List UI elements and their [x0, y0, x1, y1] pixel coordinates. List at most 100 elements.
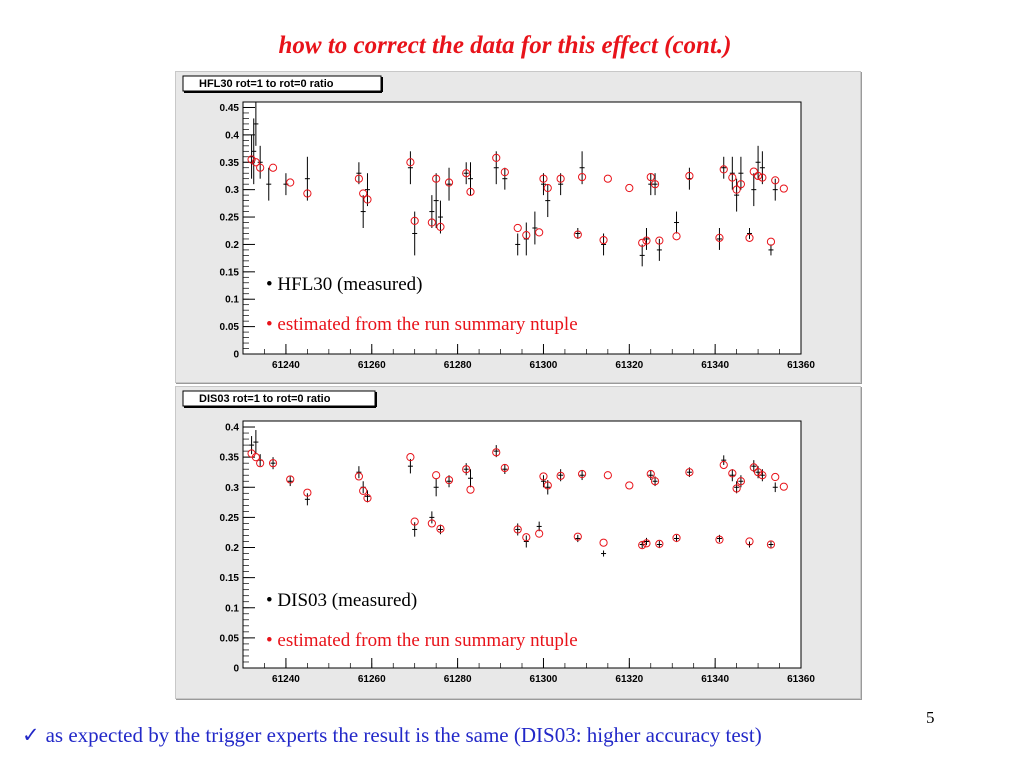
estimated-point: [573, 532, 582, 541]
estimated-point: [556, 174, 565, 183]
estimated-point: [638, 238, 647, 247]
estimated-point: [286, 178, 295, 187]
estimated-point: [406, 158, 415, 167]
estimated-point: [736, 477, 746, 486]
estimated-point: [247, 155, 256, 164]
estimated-point: [655, 539, 664, 548]
y-tick-label: 0.25: [220, 213, 240, 224]
estimated-point: [354, 174, 363, 183]
estimated-point: [522, 231, 531, 240]
estimated-point: [359, 189, 368, 198]
check-icon: ✓: [22, 723, 40, 747]
estimated-point: [543, 183, 552, 193]
estimated-point: [432, 471, 441, 480]
y-tick-label: 0.3: [225, 483, 239, 494]
slide-title: how to correct the data for this effect …: [278, 32, 732, 59]
estimated-point: [655, 236, 664, 245]
estimated-point: [410, 216, 419, 225]
estimated-point: [535, 228, 544, 237]
x-tick-label: 61360: [787, 360, 815, 371]
y-tick-label: 0: [233, 664, 239, 675]
y-tick-label: 0.25: [220, 513, 240, 524]
estimated-point: [650, 477, 660, 486]
estimated-point: [577, 172, 587, 182]
hfl30-chart-panel: HFL30 rot=1 to rot=0 ratio 0 0.05 0.1 0.15 0.…: [175, 71, 861, 383]
estimated-point: [256, 459, 265, 468]
estimated-point: [728, 469, 737, 478]
estimated-point: [539, 472, 548, 481]
estimated-point: [436, 524, 445, 533]
x-tick-label: 61300: [530, 360, 558, 371]
estimated-point: [771, 176, 780, 185]
estimated-point: [766, 540, 776, 549]
chart-title: HFL30 rot=1 to rot=0 ratio: [199, 78, 334, 90]
estimated-point: [513, 525, 522, 534]
estimated-point: [732, 484, 741, 493]
y-tick-label: 0.3: [225, 185, 239, 196]
estimated-point: [462, 465, 471, 474]
estimated-point: [642, 539, 651, 548]
estimated-point: [672, 533, 681, 542]
estimated-point: [303, 189, 312, 198]
estimated-point: [432, 174, 441, 183]
x-tick-label: 61260: [358, 360, 386, 371]
legend-measured: • DIS03 (measured): [266, 590, 417, 611]
estimated-point: [672, 232, 681, 241]
estimated-point: [599, 538, 608, 547]
estimated-point: [642, 236, 651, 245]
estimated-point: [363, 494, 372, 503]
estimated-point: [745, 233, 754, 242]
estimated-point: [436, 222, 445, 232]
estimated-point: [427, 519, 436, 528]
estimated-point: [522, 533, 531, 542]
estimated-point: [539, 174, 548, 183]
y-tick-label: 0.45: [220, 103, 240, 114]
estimated-point: [646, 172, 655, 182]
estimated-point: [779, 482, 788, 491]
y-tick-label: 0.35: [220, 158, 240, 169]
estimated-point: [685, 171, 694, 181]
y-tick-label: 0.2: [225, 543, 239, 554]
x-tick-label: 61280: [444, 674, 472, 685]
estimated-point: [251, 453, 260, 462]
estimated-point: [268, 459, 278, 468]
estimated-point: [685, 468, 694, 477]
estimated-point: [753, 468, 763, 477]
estimated-point: [462, 169, 471, 178]
x-tick-label: 61320: [615, 674, 643, 685]
estimated-point: [758, 173, 767, 182]
estimated-point: [753, 171, 763, 181]
estimated-point: [719, 165, 728, 174]
estimated-point: [771, 472, 780, 482]
estimated-point: [410, 517, 419, 526]
estimated-point: [715, 233, 724, 242]
estimated-point: [577, 469, 587, 479]
x-tick-label: 61300: [530, 674, 558, 685]
y-tick-label: 0.2: [225, 240, 239, 251]
estimated-point: [444, 178, 454, 187]
plot-area: [242, 420, 802, 669]
estimated-point: [286, 475, 295, 484]
estimated-point: [543, 481, 552, 490]
estimated-point: [268, 163, 278, 172]
y-tick-label: 0: [233, 350, 239, 361]
estimated-point: [363, 195, 372, 204]
estimated-point: [638, 541, 647, 550]
dis03-chart: DIS03 rot=1 to rot=0 ratio 0 0.05 0.1 0.15 0.…: [182, 390, 815, 685]
chart-title: DIS03 rot=1 to rot=0 ratio: [199, 393, 331, 405]
legend-estimated: • estimated from the run summary ntuple: [266, 630, 578, 651]
estimated-point: [758, 471, 767, 480]
y-tick-label: 0.1: [225, 603, 239, 614]
footer-text: as expected by the trigger experts the r…: [45, 723, 762, 747]
y-tick-label: 0.4: [225, 130, 239, 141]
estimated-point: [556, 471, 565, 480]
x-tick-label: 61260: [358, 674, 386, 685]
y-tick-label: 0.05: [220, 322, 240, 333]
estimated-point: [779, 184, 788, 193]
estimated-point: [749, 463, 758, 472]
x-tick-label: 61340: [701, 674, 729, 685]
hfl30-chart: HFL30 rot=1 to rot=0 ratio 0 0.05 0.1 0.15 0.…: [182, 75, 815, 371]
y-tick-label: 0.15: [220, 267, 240, 278]
dis03-chart-panel: DIS03 rot=1 to rot=0 ratio 0 0.05 0.1 0.15 0.…: [175, 386, 861, 699]
estimated-point: [466, 485, 475, 494]
